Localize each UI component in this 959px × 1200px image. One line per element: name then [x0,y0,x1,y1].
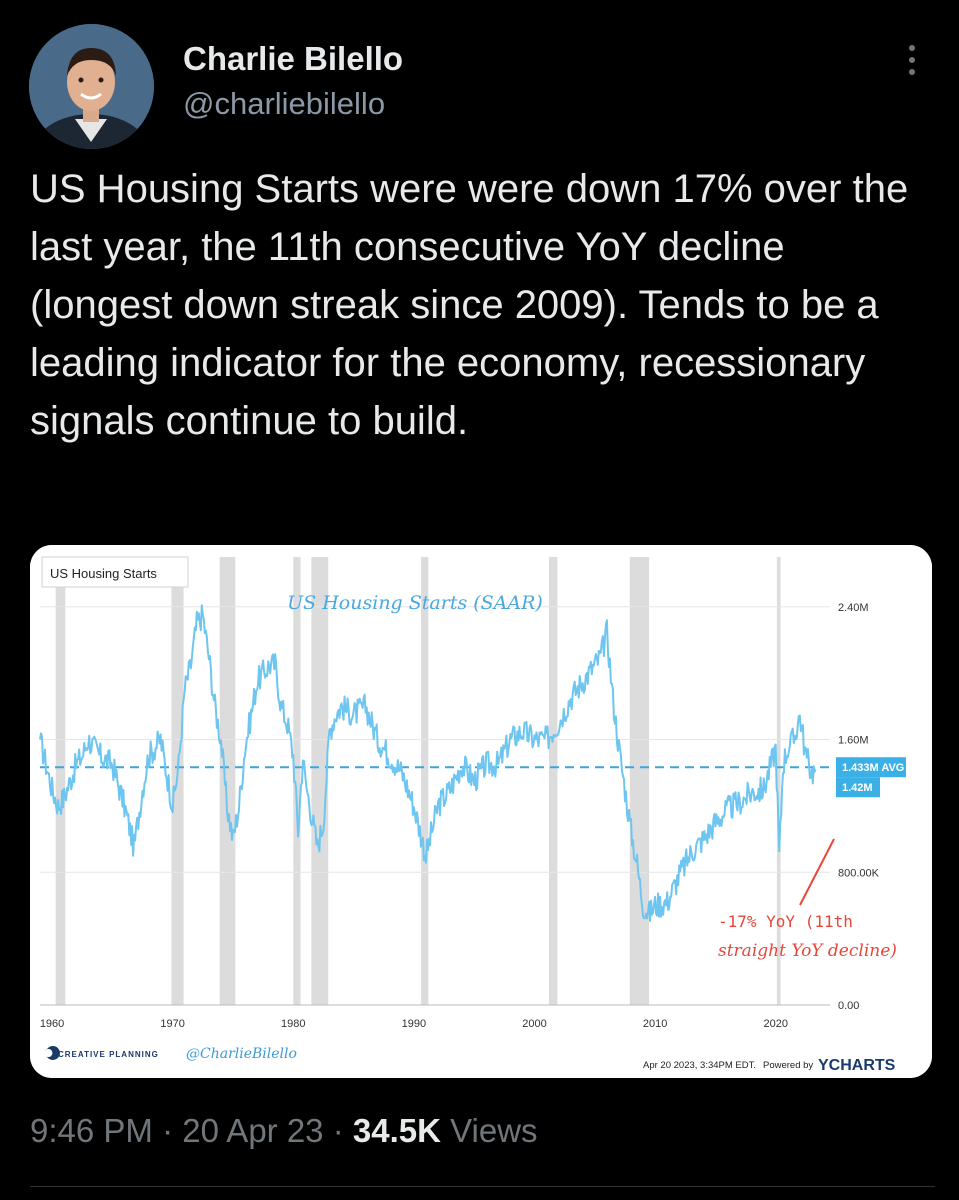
recession-band-0 [55,557,66,1005]
chart-title: US Housing Starts (SAAR) [287,592,543,614]
avatar-photo [29,24,154,149]
y-tick-label-0: 0.00 [838,1000,859,1012]
views-count[interactable]: 34.5K [352,1112,441,1149]
y-tick-label-3: 2.40M [838,602,869,614]
recession-band-7 [629,557,650,1005]
x-tick-label-6: 2020 [763,1018,787,1030]
avg-badge-label: 1.433M AVG [842,762,904,774]
meta-separator: · [332,1112,344,1149]
tweet-time[interactable]: 9:46 PM [30,1112,153,1149]
creative-planning-icon [45,1046,60,1060]
chart-handle: @CharlieBilello [186,1046,297,1062]
divider [30,1186,935,1187]
gridlines [40,606,830,1006]
chart-timestamp: Apr 20 2023, 3:34PM EDT. [643,1060,756,1071]
creative-planning-logo: CREATIVE PLANNING [45,1046,159,1060]
recession-band-3 [293,557,301,1005]
y-axis-ticks: 0.00 800.00K 1.60M 2.40M [838,602,880,1012]
y-tick-label-1: 800.00K [838,867,880,879]
annotation-line-1: -17% YoY (11th [718,912,853,931]
powered-by-label: Powered by [763,1060,813,1071]
x-tick-label-1: 1970 [160,1018,184,1030]
x-tick-label-5: 2010 [643,1018,667,1030]
recession-band-2 [219,557,236,1005]
views-label[interactable]: Views [450,1112,538,1149]
x-axis-ticks: 1960 1970 1980 1990 2000 2010 2020 [40,1018,788,1030]
more-button[interactable] [895,40,929,80]
housing-starts-chart: US Housing Starts US Housing Starts (SAA… [30,545,932,1078]
recession-band-4 [311,557,329,1005]
author-handle[interactable]: @charliebilello [183,86,386,121]
recession-band-5 [421,557,429,1005]
y-tick-label-2: 1.60M [838,735,869,747]
chart-card[interactable]: US Housing Starts US Housing Starts (SAA… [30,545,932,1078]
avatar[interactable] [29,24,154,149]
x-tick-label-2: 1980 [281,1018,305,1030]
recession-band-8 [776,557,781,1005]
recession-band-6 [548,557,558,1005]
more-vertical-icon [909,45,915,75]
last-value-badge [836,777,880,798]
tweet-date[interactable]: 20 Apr 23 [182,1112,324,1149]
annotation-arrow [799,838,835,906]
series-line [39,604,817,922]
tweet-meta: 9:46 PM · 20 Apr 23 · 34.5K Views [30,1112,538,1150]
x-tick-label-4: 2000 [522,1018,546,1030]
creative-planning-wordmark: CREATIVE PLANNING [58,1050,159,1059]
last-value-label: 1.42M [842,782,873,794]
avg-badge [836,757,906,778]
ycharts-logo: YCHARTS [818,1057,896,1074]
author-name[interactable]: Charlie Bilello [183,40,404,77]
panel-label: US Housing Starts [50,566,157,581]
x-tick-label-3: 1990 [402,1018,426,1030]
recession-bands [55,557,781,1005]
x-tick-label-0: 1960 [40,1018,64,1030]
tweet-text: US Housing Starts were were down 17% ove… [30,167,909,443]
panel-label-box [41,556,189,588]
meta-separator: · [162,1112,174,1149]
annotation-line-2: straight YoY decline) [718,941,897,961]
